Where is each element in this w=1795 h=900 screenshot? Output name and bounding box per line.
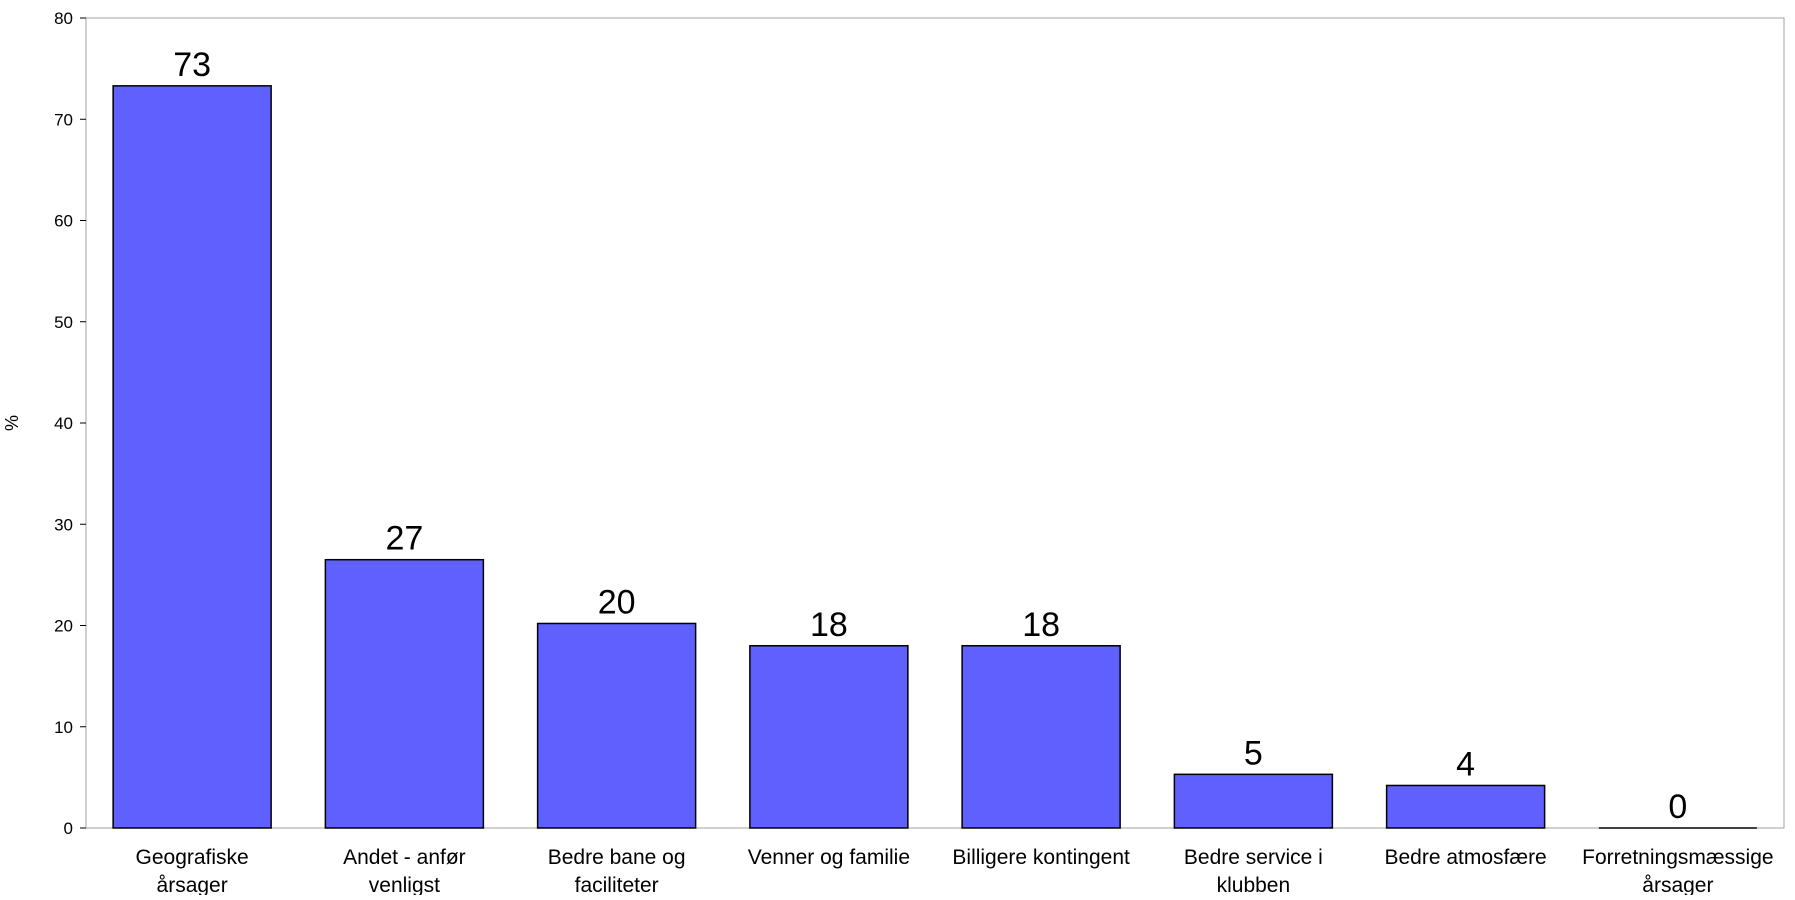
y-tick-label: 60 — [54, 212, 73, 231]
x-tick-label: Geografiske — [136, 846, 249, 869]
data-label: 18 — [1022, 606, 1060, 644]
y-tick-label: 70 — [54, 110, 73, 129]
y-tick-label: 10 — [54, 718, 73, 737]
data-label: 5 — [1244, 734, 1263, 772]
bar — [324, 558, 485, 829]
bars — [112, 85, 1757, 829]
data-label: 4 — [1456, 745, 1475, 783]
bar — [536, 622, 697, 829]
x-tick-label: klubben — [1217, 874, 1291, 895]
x-tick-label: Billigere kontingent — [952, 846, 1130, 869]
x-tick-label: Andet - anfør — [343, 846, 466, 869]
y-axis: 0 10 20 30 40 50 60 70 80 — [54, 9, 86, 838]
data-label: 0 — [1668, 788, 1687, 826]
x-tick-label: Bedre service i — [1184, 846, 1323, 869]
x-tick-label: årsager — [157, 874, 228, 895]
x-tick-label: årsager — [1642, 874, 1713, 895]
x-tick-label: Bedre atmosfære — [1385, 846, 1547, 869]
bar — [1385, 784, 1546, 829]
x-tick-label: venligst — [369, 874, 440, 895]
x-tick-label: Forretningsmæssige — [1582, 846, 1773, 869]
data-label: 27 — [385, 520, 423, 558]
data-labels: 73 27 20 18 18 5 4 0 — [173, 46, 1687, 826]
bar — [112, 85, 272, 829]
y-tick-label: 80 — [54, 9, 73, 28]
y-tick-label: 0 — [64, 819, 73, 838]
y-tick-label: 20 — [54, 617, 73, 636]
x-axis-labels: Geografiske årsager Andet - anfør venligst B… — [136, 846, 1774, 897]
x-tick-label: Bedre bane og — [548, 846, 686, 869]
data-label: 20 — [598, 583, 636, 621]
y-tick-label: 50 — [54, 313, 73, 332]
y-tick-label: 30 — [54, 515, 73, 534]
bar — [1173, 773, 1334, 829]
bar — [749, 645, 909, 829]
x-tick-label: faciliteter — [575, 874, 659, 895]
y-tick-label: 40 — [54, 414, 73, 433]
bar — [961, 645, 1121, 829]
x-tick-label: Venner og familie — [748, 846, 910, 869]
data-label: 18 — [810, 606, 848, 644]
data-label: 73 — [173, 46, 211, 84]
y-axis-label: % — [2, 415, 22, 431]
